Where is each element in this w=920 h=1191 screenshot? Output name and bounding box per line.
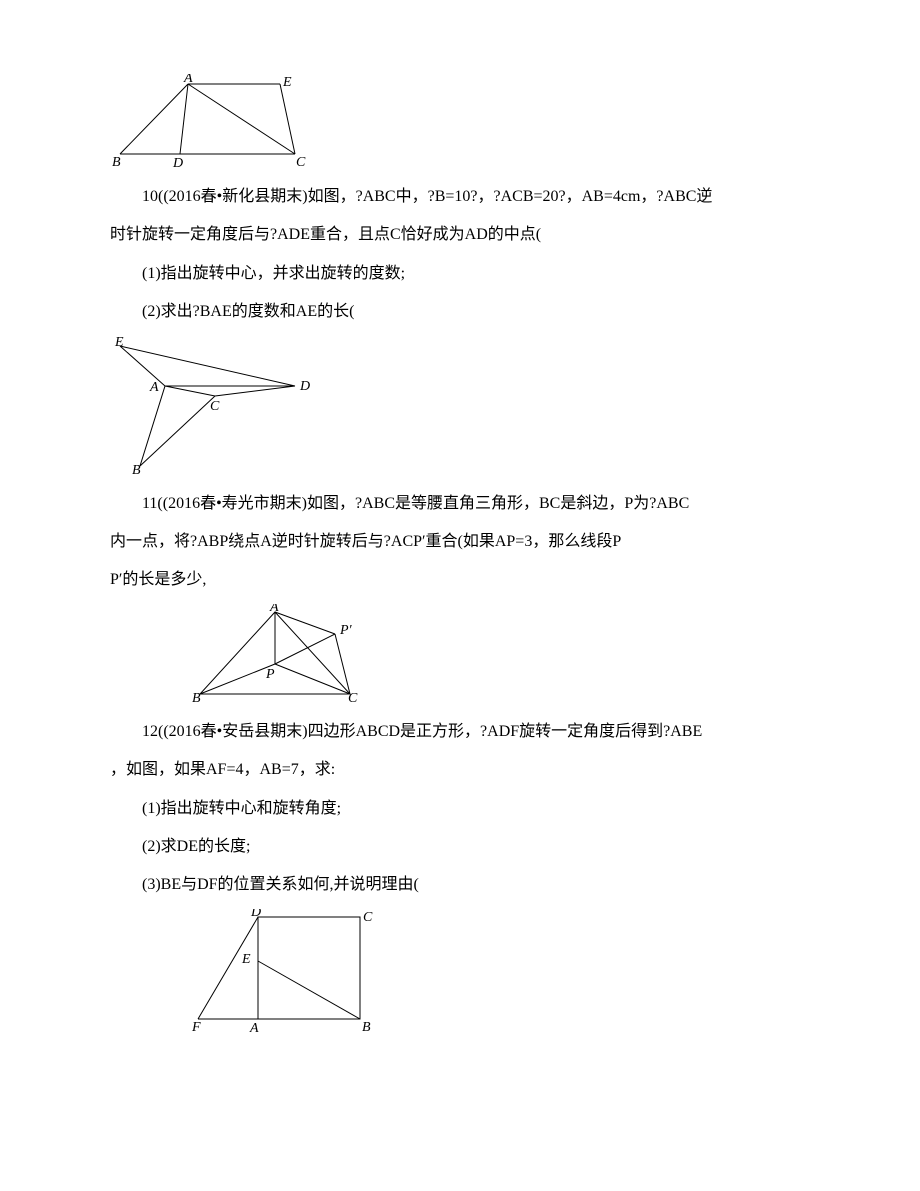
q10-sub2: (2)求出?BAE的度数和AE的长( xyxy=(110,293,810,331)
q12-sub2: (2)求DE的长度; xyxy=(110,828,810,866)
q12-line1: 12((2016春•安岳县期末)四边形ABCD是正方形，?ADF旋转一定角度后得… xyxy=(110,713,810,751)
label-C: C xyxy=(348,691,358,704)
q11-line3: P′的长是多少, xyxy=(110,561,810,599)
figure-12: D C A B F E xyxy=(190,909,810,1039)
q10-line1: 10((2016春•新化县期末)如图，?ABC中，?B=10?，?ACB=20?… xyxy=(110,178,810,216)
label-D: D xyxy=(172,156,183,169)
q12-sub3: (3)BE与DF的位置关系如何,并说明理由( xyxy=(110,866,810,904)
label-E: E xyxy=(282,75,292,90)
q11-line2: 内一点，将?ABP绕点A逆时针旋转后与?ACP′重合(如果AP=3，那么线段P xyxy=(110,523,810,561)
figure-9: A B C D E xyxy=(110,74,810,174)
figure-9-svg: A B C D E xyxy=(110,74,320,169)
label-A: A xyxy=(249,1021,259,1034)
label-E: E xyxy=(114,336,124,350)
label-C: C xyxy=(296,155,306,169)
page: A B C D E 10((2016春•新化县期末)如图，?ABC中，?B=10… xyxy=(0,0,920,1083)
label-D: D xyxy=(250,909,261,920)
q12-line2: ，如图，如果AF=4，AB=7，求: xyxy=(110,751,810,789)
label-C: C xyxy=(210,399,220,414)
label-A: A xyxy=(149,380,159,395)
label-B: B xyxy=(112,155,121,169)
label-B: B xyxy=(192,691,201,704)
figure-11-svg: A B C P P′ xyxy=(190,604,380,704)
figure-10-svg: E A D C B xyxy=(110,336,320,476)
label-Pp: P′ xyxy=(339,623,353,638)
figure-10: E A D C B xyxy=(110,336,810,481)
label-A: A xyxy=(269,604,279,615)
label-B: B xyxy=(132,463,141,476)
label-D: D xyxy=(299,379,310,394)
q12-sub1: (1)指出旋转中心和旋转角度; xyxy=(110,790,810,828)
label-A: A xyxy=(183,74,193,86)
label-C: C xyxy=(363,910,373,925)
label-E: E xyxy=(241,952,251,967)
figure-12-svg: D C A B F E xyxy=(190,909,380,1034)
q10-line2: 时针旋转一定角度后与?ADE重合，且点C恰好成为AD的中点( xyxy=(110,216,810,254)
label-F: F xyxy=(191,1020,201,1034)
label-P: P xyxy=(265,667,275,682)
label-B: B xyxy=(362,1020,371,1034)
q10-sub1: (1)指出旋转中心，并求出旋转的度数; xyxy=(110,255,810,293)
q11-line1: 11((2016春•寿光市期末)如图，?ABC是等腰直角三角形，BC是斜边，P为… xyxy=(110,485,810,523)
figure-11: A B C P P′ xyxy=(190,604,810,709)
